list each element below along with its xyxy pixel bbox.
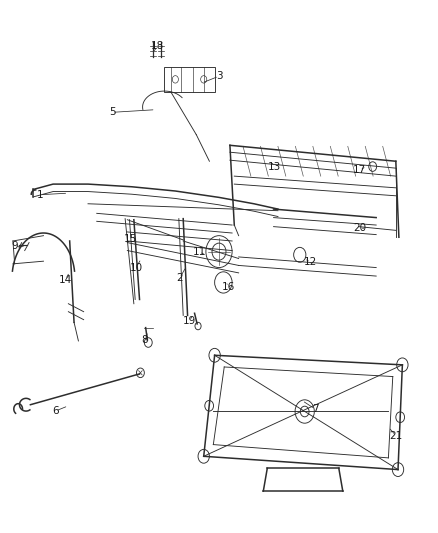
Text: 16: 16 bbox=[222, 282, 235, 292]
Text: 15: 15 bbox=[124, 234, 138, 244]
Text: 12: 12 bbox=[304, 257, 317, 267]
Text: 10: 10 bbox=[130, 263, 143, 272]
Text: 18: 18 bbox=[151, 41, 165, 51]
Text: 6: 6 bbox=[52, 406, 59, 416]
Text: 20: 20 bbox=[353, 223, 366, 233]
Text: 21: 21 bbox=[389, 431, 403, 441]
Bar bbox=[164, 67, 215, 92]
Text: 3: 3 bbox=[215, 71, 223, 81]
Text: 7: 7 bbox=[312, 404, 318, 414]
Text: 17: 17 bbox=[353, 165, 366, 175]
Text: 9: 9 bbox=[11, 241, 18, 251]
Text: 5: 5 bbox=[109, 107, 115, 117]
Text: 8: 8 bbox=[141, 335, 148, 345]
Text: 1: 1 bbox=[37, 190, 43, 200]
Text: 2: 2 bbox=[177, 273, 183, 283]
Text: 11: 11 bbox=[193, 247, 206, 256]
Text: 19: 19 bbox=[183, 316, 196, 326]
Text: 14: 14 bbox=[59, 275, 72, 285]
Text: 13: 13 bbox=[268, 161, 282, 172]
